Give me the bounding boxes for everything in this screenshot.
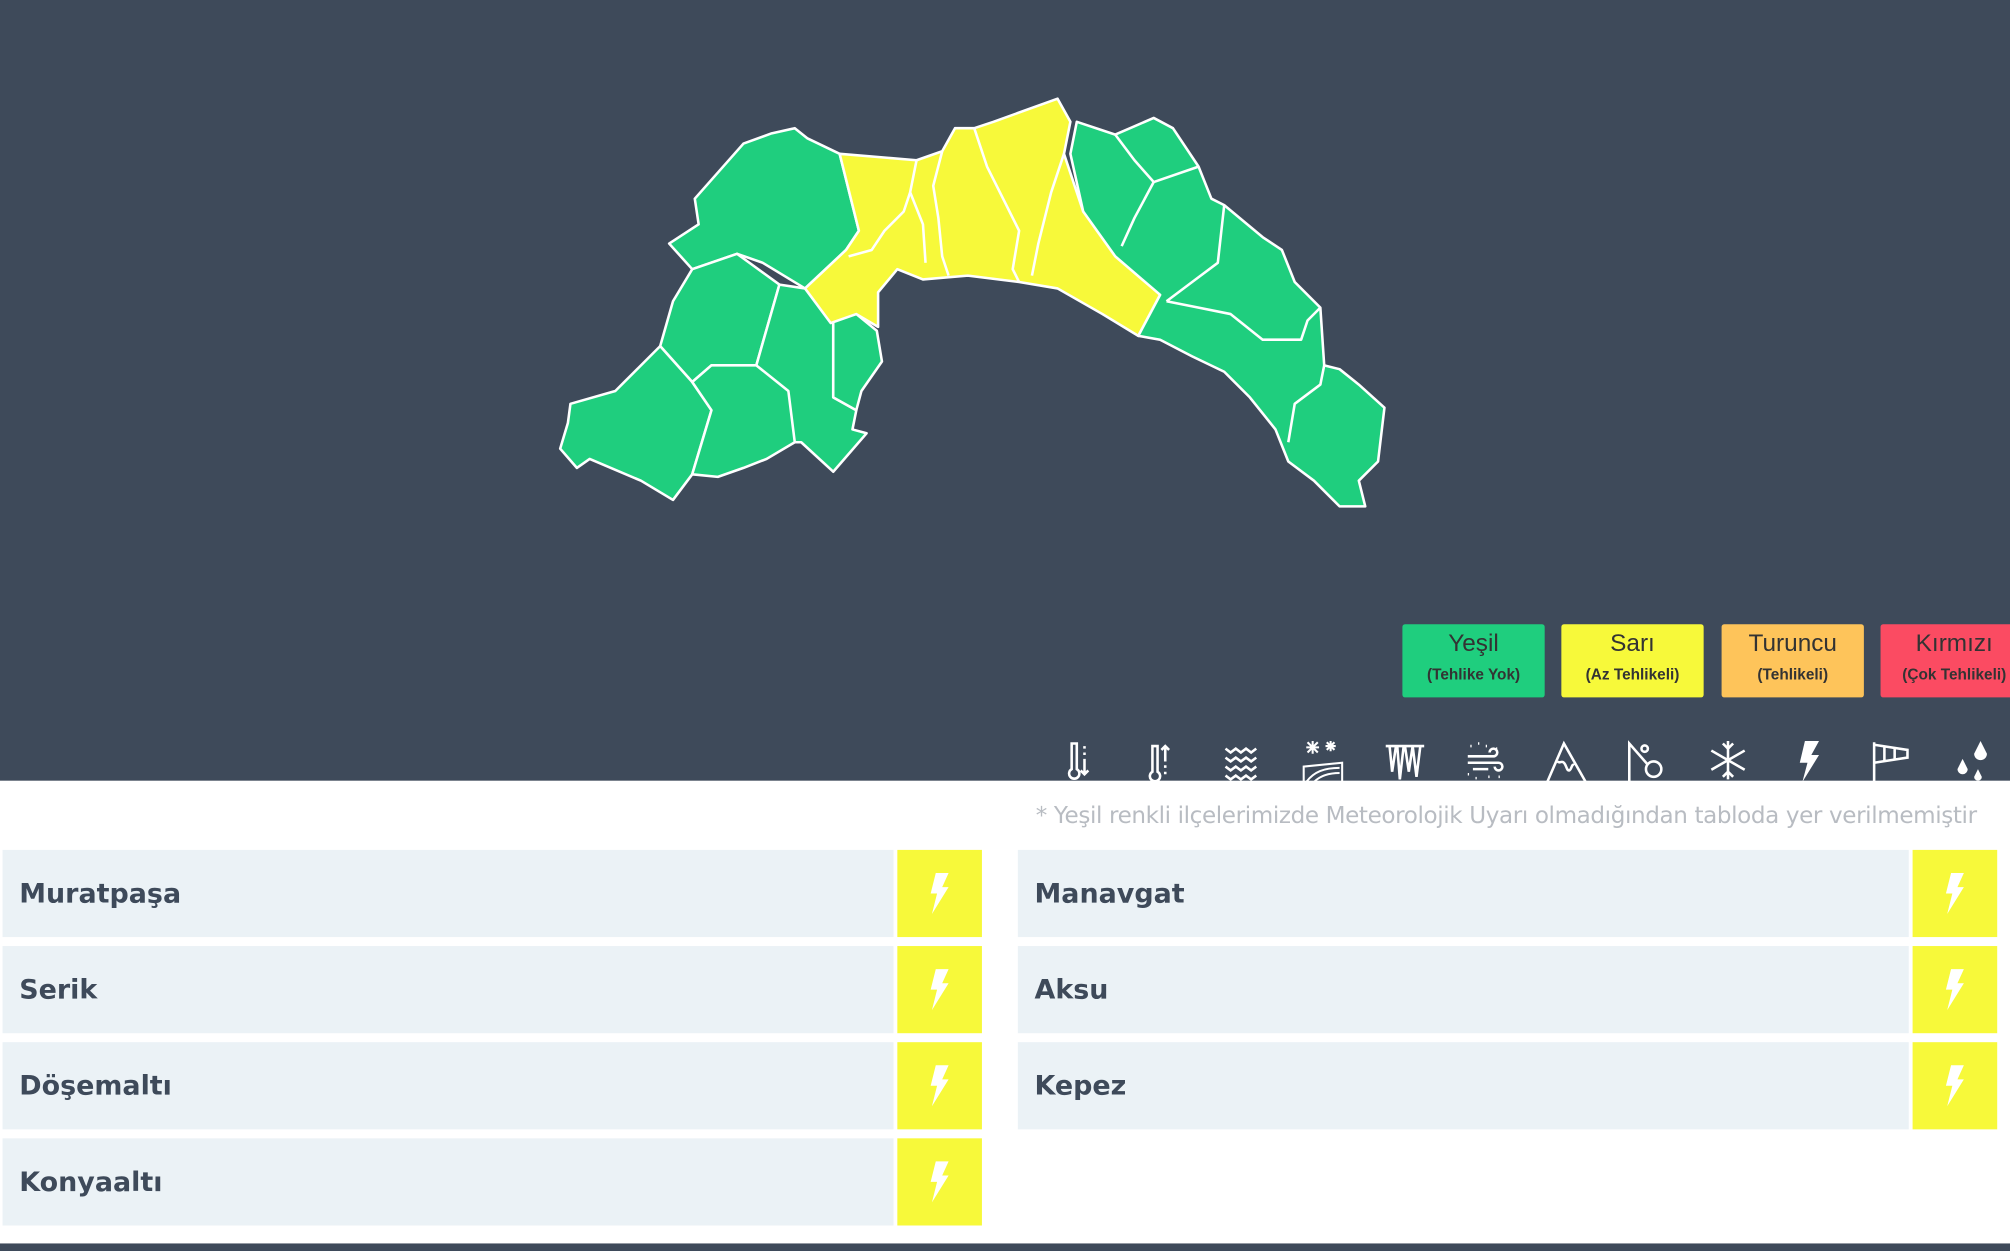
legend-orange: Turuncu (Tehlikeli)	[1721, 624, 1864, 698]
low-temperature-icon[interactable]	[1059, 738, 1103, 782]
thunderstorm-warning-cell	[897, 1042, 982, 1130]
thunderstorm-warning-cell	[1912, 946, 1998, 1034]
high-temperature-icon[interactable]	[1140, 738, 1184, 782]
rain-icon[interactable]	[1950, 738, 1994, 782]
antalya-district-map	[558, 97, 1386, 508]
district-demre[interactable]	[690, 364, 797, 479]
yellow-districts[interactable]	[803, 97, 1162, 338]
legend-red: Kırmızı (Çok Tehlikeli)	[1880, 624, 2010, 698]
wind-icon[interactable]	[1869, 738, 1913, 782]
frost-icon[interactable]	[1383, 738, 1427, 782]
fog-icon[interactable]	[1220, 738, 1264, 782]
legend-label: Turuncu	[1748, 630, 1837, 658]
legend-label: Kırmızı	[1915, 630, 1993, 658]
thunderstorm-icon	[930, 1161, 949, 1203]
snow-icon[interactable]	[1706, 738, 1750, 782]
district-name: Manavgat	[1017, 849, 1909, 938]
thunderstorm-icon	[1945, 969, 1964, 1011]
legend-green: Yeşil (Tehlike Yok)	[1402, 624, 1545, 698]
thunderstorm-warning-cell	[1912, 1042, 1998, 1130]
district-name: Muratpaşa	[2, 849, 894, 938]
district-name: Kepez	[1017, 1042, 1909, 1130]
footer-bar	[0, 1243, 2010, 1251]
thunderstorm-warning-cell	[897, 946, 982, 1034]
thunderstorm-warning-cell	[897, 849, 982, 938]
info-note: * Yeşil renkli ilçelerimizde Meteoroloji…	[1035, 802, 1977, 830]
district-name: Konyaaltı	[2, 1138, 894, 1226]
thunderstorm-warning-cell	[897, 1138, 982, 1226]
district-name: Serik	[2, 946, 894, 1034]
legend-label: Sarı	[1610, 630, 1655, 658]
thunderstorm-icon	[930, 1065, 949, 1107]
legend-sublabel: (Tehlike Yok)	[1426, 665, 1521, 684]
snow-avalanche-icon[interactable]	[1301, 738, 1345, 782]
legend-label: Yeşil	[1448, 630, 1499, 658]
legend-yellow: Sarı (Az Tehlikeli)	[1561, 624, 1704, 698]
thunderstorm-icon[interactable]	[1787, 738, 1831, 782]
thunderstorm-icon	[1945, 872, 1964, 914]
district-name: Döşemaltı	[2, 1042, 894, 1130]
map-panel: Yeşil (Tehlike Yok) Sarı (Az Tehlikeli) …	[0, 0, 2010, 782]
district-kas[interactable]	[558, 344, 713, 502]
hot-mountain-icon[interactable]	[1545, 738, 1589, 782]
district-name: Aksu	[1017, 946, 1909, 1034]
legend-sublabel: (Tehlikeli)	[1757, 665, 1829, 684]
dust-storm-icon[interactable]	[1463, 738, 1507, 782]
legend-sublabel: (Çok Tehlikeli)	[1902, 665, 2007, 684]
avalanche-icon[interactable]	[1625, 738, 1669, 782]
thunderstorm-icon	[930, 872, 949, 914]
district-kemer[interactable]	[831, 312, 884, 412]
legend-sublabel: (Az Tehlikeli)	[1585, 665, 1680, 684]
thunderstorm-warning-cell	[1912, 849, 1998, 938]
thunderstorm-icon	[1945, 1065, 1964, 1107]
thunderstorm-icon	[930, 969, 949, 1011]
